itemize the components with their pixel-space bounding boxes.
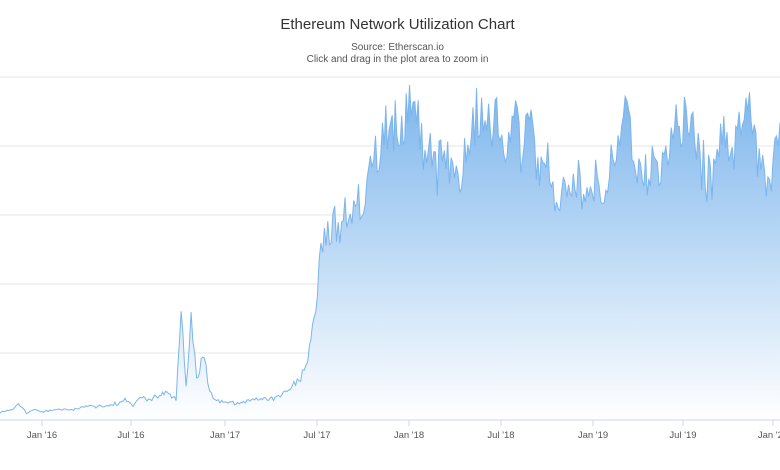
- zoom-hint: Click and drag in the plot area to zoom …: [306, 54, 489, 65]
- x-tick-label: Jul '19: [669, 430, 696, 441]
- series-line: [0, 84, 780, 415]
- series-area: [0, 85, 780, 420]
- chart-subtitle: Source: Etherscan.io: [351, 42, 444, 53]
- x-tick-label: Jan '20: [758, 430, 780, 441]
- x-tick-label: Jul '17: [303, 430, 330, 441]
- chart-title: Ethereum Network Utilization Chart: [280, 16, 515, 33]
- x-tick-label: Jan '19: [578, 430, 608, 441]
- x-tick-label: Jul '16: [117, 430, 144, 441]
- x-tick-label: Jan '18: [394, 430, 424, 441]
- x-axis: Jan '16 Jul '16 Jan '17 Jul '17 Jan '18 Jul '…: [27, 420, 780, 441]
- x-tick-label: Jan '17: [210, 430, 240, 441]
- x-tick-label: Jul '18: [487, 430, 514, 441]
- x-tick-label: Jan '16: [27, 430, 57, 441]
